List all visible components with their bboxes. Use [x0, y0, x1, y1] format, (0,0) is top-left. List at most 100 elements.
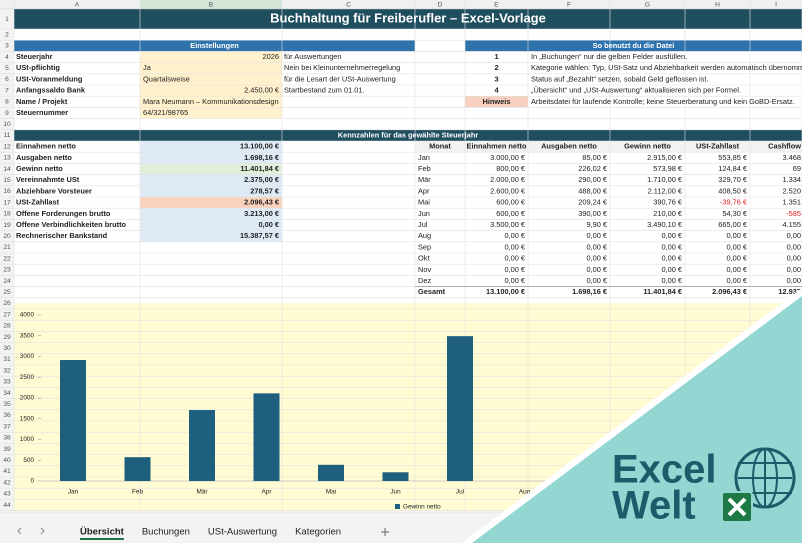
monthly-value: 0,00 € [661, 254, 682, 263]
monthly-value: 3.468 [783, 153, 802, 162]
monthly-value: 13.100,00 € [486, 287, 525, 296]
monthly-value: 600,00 € [496, 209, 525, 218]
row-number: 35 [3, 401, 11, 408]
setting-note: für Auswertungen [284, 52, 342, 61]
sheet-title: Buchhaltung für Freiberufler – Excel-Vor… [270, 10, 546, 25]
hint-text: Arbeitsdatei für laufende Kontrolle; kei… [531, 97, 795, 106]
row-number: 43 [3, 491, 11, 498]
monthly-value: 329,70 € [718, 175, 747, 184]
column-header: C [346, 2, 351, 9]
tab-prev[interactable] [17, 527, 22, 535]
tab-next[interactable] [40, 527, 45, 535]
row-number: 21 [3, 244, 11, 251]
row-number: 26 [3, 300, 11, 307]
step-text: In „Buchungen“ nur die gelben Felder aus… [531, 52, 687, 61]
logo-background [472, 296, 802, 543]
column-header: D [438, 2, 443, 9]
monthly-column-header: Einnahmen netto [467, 142, 527, 151]
monthly-value: 390,00 € [578, 209, 607, 218]
monthly-value: 2.520 [783, 186, 802, 195]
row-number: 19 [3, 222, 11, 229]
monthly-value: 0,00 € [726, 231, 747, 240]
row-number: 42 [3, 479, 11, 486]
kpi-label: Gewinn netto [16, 164, 63, 173]
hint-label: Hinweis [483, 97, 511, 106]
kpi-label: USt-Zahllast [16, 198, 60, 207]
sheet-tab[interactable]: Buchungen [142, 527, 190, 538]
legend-swatch [395, 504, 400, 509]
row-number: 4 [5, 54, 9, 61]
setting-value: Ja [143, 63, 152, 72]
setting-label: Steuerjahr [16, 52, 53, 61]
monthly-value: 210,00 € [653, 209, 682, 218]
month-cell: Dez [418, 276, 431, 285]
monthly-value: 290,00 € [578, 175, 607, 184]
month-cell: Aug [418, 231, 431, 240]
monthly-value: 665,00 € [718, 220, 747, 229]
setting-label: Name / Projekt [16, 97, 68, 106]
monthly-value: 0,00 € [726, 265, 747, 274]
monthly-value: 0,00 € [504, 231, 525, 240]
row-number: 10 [3, 121, 11, 128]
monthly-value: 54,30 € [722, 209, 747, 218]
kpi-value-bg [140, 197, 282, 209]
monthly-value: 488,00 € [578, 186, 607, 195]
kpi-header: Kennzahlen für das gewählte Steuerjahr [338, 130, 479, 139]
kpi-value: 1.698,16 € [244, 153, 279, 162]
month-cell: Okt [418, 254, 430, 263]
x-tick-label: Jan [68, 489, 79, 496]
sheet-tab[interactable]: Kategorien [295, 527, 341, 538]
row-number: 18 [3, 211, 11, 218]
instructions-header: So benutzt du die Datei [593, 41, 675, 50]
x-tick-label: Mär [196, 489, 208, 496]
row-number: 1 [5, 16, 9, 23]
monthly-value: 1.710,00 € [647, 175, 682, 184]
row-number: 36 [3, 412, 11, 419]
input-cell [140, 51, 282, 63]
step-number: 1 [494, 52, 498, 61]
row-number: 23 [3, 267, 11, 274]
sheet-tab[interactable]: Übersicht [80, 527, 125, 538]
row-number: 20 [3, 233, 11, 240]
column-header: E [494, 2, 499, 9]
y-tick-label: 3000 [20, 353, 35, 360]
monthly-value: 0,00 € [661, 265, 682, 274]
month-cell: Jun [418, 209, 430, 218]
sheet-tab[interactable]: USt-Auswertung [208, 527, 277, 538]
kpi-value: 2.375,00 € [244, 175, 279, 184]
kpi-header-bg [14, 129, 802, 141]
month-cell: Sep [418, 242, 431, 251]
monthly-value: 0,00 € [586, 254, 607, 263]
row-number: 6 [5, 76, 9, 83]
y-tick-label: 4000 [20, 312, 35, 319]
add-sheet[interactable] [381, 528, 390, 536]
monthly-value: 3.500,00 € [490, 220, 525, 229]
monthly-value: 0,00 € [504, 265, 525, 274]
setting-value: Mara Neumann – Kommunikationsdesign [143, 97, 279, 106]
setting-label: USt-Voranmeldung [16, 74, 83, 83]
row-number: 32 [3, 367, 11, 374]
kpi-value-bg [140, 230, 282, 242]
month-cell: Apr [418, 186, 430, 195]
monthly-value: 0,00 € [726, 276, 747, 285]
column-header: A [75, 2, 80, 9]
input-cell [140, 107, 282, 119]
settings-header: Einstellungen [190, 41, 239, 50]
month-cell: Mai [418, 198, 430, 207]
setting-note: für die Lesart der USt-Auswertung [284, 74, 396, 83]
monthly-value: 0,00 € [504, 276, 525, 285]
monthly-value: 3.490,10 € [647, 220, 682, 229]
monthly-value: 3.000,00 € [490, 153, 525, 162]
monthly-value: 124,84 € [718, 164, 747, 173]
step-number: 3 [494, 74, 498, 83]
row-number: 2 [5, 31, 9, 38]
y-tick-label: 1000 [20, 436, 35, 443]
row-number: 41 [3, 468, 11, 475]
kpi-value-bg [140, 219, 282, 231]
row-number: 15 [3, 177, 11, 184]
row-number: 34 [3, 390, 11, 397]
row-number: 12 [3, 143, 11, 150]
row-number: 29 [3, 334, 11, 341]
bar [382, 472, 409, 481]
x-tick-label: Aug [519, 489, 531, 496]
